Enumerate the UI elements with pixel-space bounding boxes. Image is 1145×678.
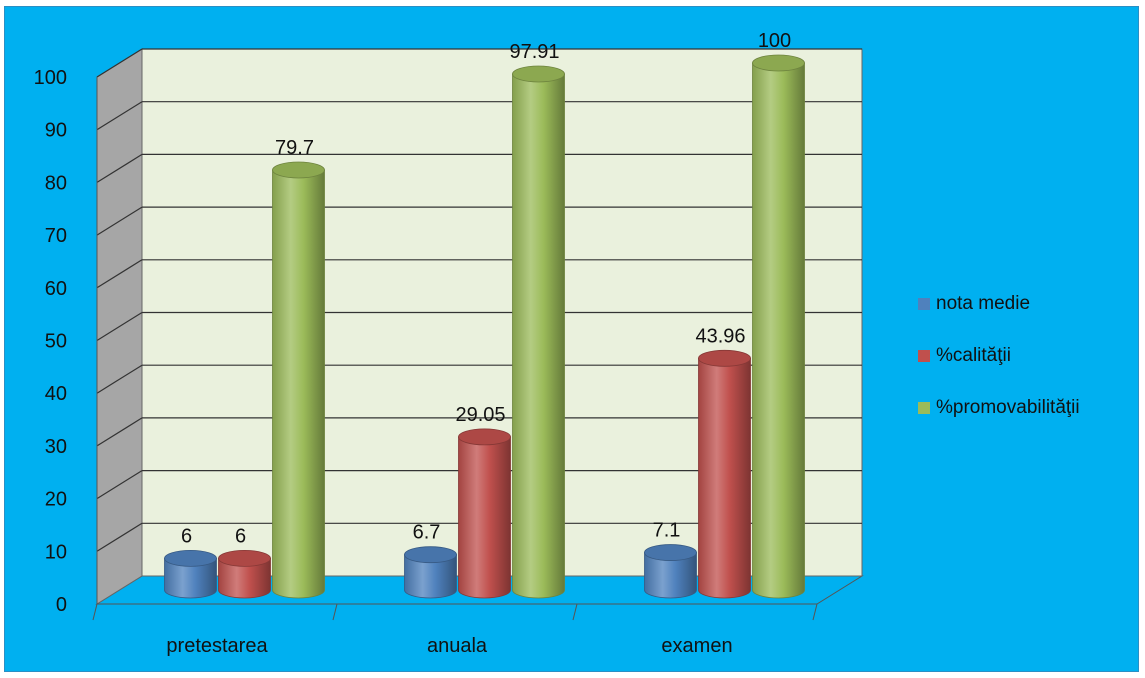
legend-item-nota-medie: nota medie [918,291,1080,317]
bar-%calităţii [698,357,751,599]
y-tick-label: 80 [45,172,67,194]
y-tick-label: 0 [56,594,67,616]
gridline-side [96,206,143,236]
bar-top-%calităţii [698,349,751,367]
bar-%calităţii [218,557,271,599]
legend: nota medie %calităţii %promovabilităţii [918,291,1080,447]
x-axis-tick [812,603,818,621]
legend-item-calitatii: %calităţii [918,343,1080,369]
y-tick-label: 20 [45,489,67,511]
bar-top-%calităţii [218,549,271,567]
bar-top-nota medie [404,546,457,564]
legend-swatch-calitatii [918,350,930,362]
gridline-side [96,153,143,183]
x-axis-tick [572,603,578,621]
x-tick-label: anuala [427,635,488,657]
y-tick-label: 60 [45,278,67,300]
bar-%promovabilităţii [752,62,805,599]
legend-label-nota-medie: nota medie [936,293,1031,314]
data-label: 6 [181,525,192,547]
bar-%calităţii [458,436,511,599]
bar-nota medie [404,554,457,599]
bar-top-%promovabilităţii [512,65,565,83]
data-label: 29.05 [455,404,505,426]
y-tick-label: 50 [45,331,67,353]
data-label: 100 [758,30,791,52]
bar-top-%calităţii [458,428,511,446]
chart-area: 0 10 20 30 40 50 60 70 80 90 100 6 6 79.7 pretestarea 6… [4,6,1139,672]
gridline-side [96,101,143,131]
bar-nota medie [644,552,697,599]
bar-top-nota medie [164,549,217,567]
data-label: 97.91 [509,41,559,63]
y-tick-label: 70 [45,225,67,247]
gridline-side [96,259,143,289]
data-label: 6.7 [413,522,441,544]
y-tick-label: 10 [45,541,67,563]
bar-nota medie [164,557,217,599]
chart-svg: 0 10 20 30 40 50 60 70 80 90 100 6 6 79.7 pretestarea 6… [34,30,864,657]
gridline-side [96,522,143,552]
gridline-side [96,48,143,78]
data-label: 43.96 [695,325,745,347]
bar-%promovabilităţii [512,73,565,599]
bar-top-%promovabilităţii [752,54,805,72]
x-axis-tick [332,603,338,621]
x-tick-label: examen [661,635,732,657]
bar-top-%promovabilităţii [272,161,325,179]
legend-item-promovabilitatii: %promovabilităţii [918,395,1080,421]
y-tick-label: 40 [45,383,67,405]
data-label: 7.1 [653,520,681,542]
gridline-side [96,417,143,447]
x-tick-label: pretestarea [166,635,268,657]
gridline-side [96,470,143,500]
y-tick-label: 30 [45,436,67,458]
legend-swatch-nota-medie [918,298,930,310]
legend-swatch-promovabilitatii [918,402,930,414]
gridline-side [96,311,143,342]
legend-label-calitatii: %calităţii [936,345,1011,366]
bar-%promovabilităţii [272,169,325,599]
data-label: 6 [235,525,246,547]
y-tick-label: 90 [45,120,67,142]
data-label: 79.7 [275,137,314,159]
gridline-side [96,364,143,394]
y-tick-label: 100 [34,67,67,89]
bar-top-nota medie [644,544,697,561]
legend-label-promovabilitatii: %promovabilităţii [936,397,1080,418]
x-axis-tick [92,603,98,621]
